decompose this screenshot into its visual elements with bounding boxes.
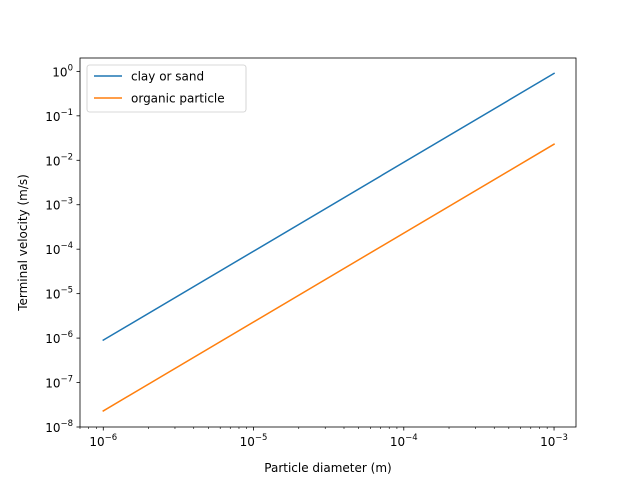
y-tick-label: 10−1 [45,108,73,124]
series-line-2 [102,143,556,412]
legend-label-2: organic particle [131,92,225,106]
x-tick-label: 10−5 [240,433,268,449]
y-axis: 10−8 10−7 10−6 10−5 10−4 10−3 10−2 10−1 100 [45,63,80,435]
series-line-1 [102,72,556,342]
x-axis: 10−6 10−5 10−4 10−3 [79,427,568,449]
x-axis-label: Particle diameter (m) [264,461,391,475]
y-tick-label: 10−2 [45,152,73,168]
x-tick-label: 10−4 [390,433,418,449]
y-tick-label: 10−8 [45,419,73,435]
y-tick-label: 10−5 [45,286,73,302]
y-tick-label: 10−3 [45,197,73,213]
y-axis-label: Terminal velocity (m/s) [16,174,30,312]
x-tick-label: 10−6 [89,433,117,449]
legend-frame [86,64,247,113]
y-tick-label: 10−6 [45,330,73,346]
legend-label-1: clay or sand [131,70,204,84]
axes-frame [79,57,577,428]
y-tick-label: 100 [52,63,73,79]
x-tick-label: 10−3 [540,433,568,449]
legend: clay or sand organic particle [86,64,247,113]
y-tick-label: 10−7 [45,375,73,391]
series-layer [102,72,556,412]
y-tick-label: 10−4 [45,241,73,257]
